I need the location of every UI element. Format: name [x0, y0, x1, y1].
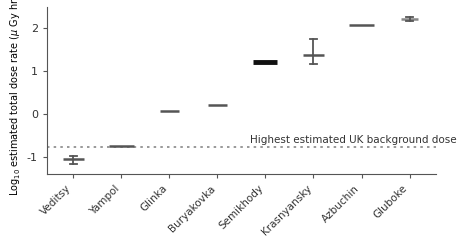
Text: Highest estimated UK background dose: Highest estimated UK background dose [250, 135, 457, 145]
Y-axis label: Log$_{10}$ estimated total dose rate ($\mu$ Gy hr$^{-1}$): Log$_{10}$ estimated total dose rate ($\… [7, 0, 23, 196]
